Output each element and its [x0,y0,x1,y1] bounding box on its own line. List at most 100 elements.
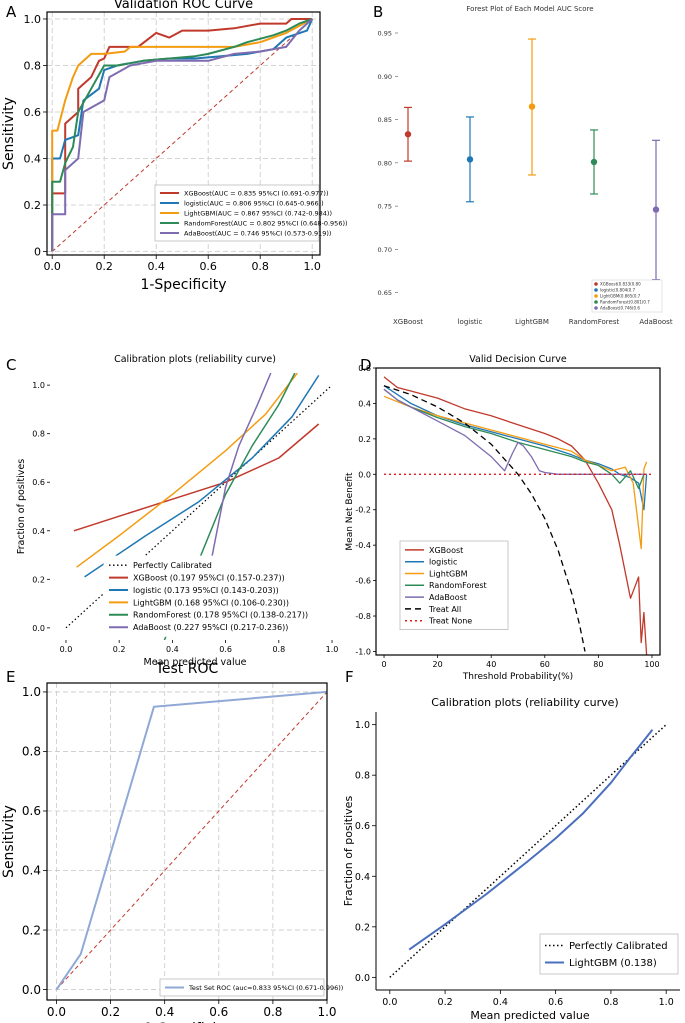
x-tick-label: 0.6 [209,1005,228,1019]
legend-label-logistic: logistic (0.173 95%CI (0.143-0.203)) [133,586,279,595]
y-tick-label: -0.6 [355,577,371,586]
y-tick-label: 0.2 [32,575,45,584]
series-line-randomforest [383,388,647,490]
y-tick-label: 0.6 [24,106,42,119]
point-estimate-randomforest [590,158,598,166]
y-tick-label: 0.75 [378,203,392,211]
x-tick-label: XGBoost [393,318,423,326]
legend-box [591,279,663,313]
x-tick-label: 0.2 [113,645,126,654]
y-axis-label: Sensitivity [1,805,17,878]
legend-label-logistic: logistic(0.804(0.7 [600,288,636,293]
series-line-treat-all [383,385,586,652]
panel-letter-e: E [6,668,15,686]
legend-label-logistic: logistic [429,558,457,567]
x-axis-label: Mean predicted value [144,657,247,668]
y-tick-label: 0.65 [378,289,392,297]
x-tick-label: 0.2 [95,260,113,273]
chart-title: Calibration plots (reliability curve) [114,354,276,365]
y-tick-label: 0.8 [32,430,45,439]
x-tick-label: 100 [644,660,659,669]
x-axis-label: 1-Specificity [144,1021,230,1023]
legend-label-adaboost: AdaBoost (0.227 95%CI (0.217-0.236)) [133,623,288,632]
legend-swatch-xgboost [594,282,598,286]
x-axis-label: 1-Specificity [140,277,226,293]
series-line-logistic [383,385,648,511]
y-tick-label: 0.4 [24,152,42,165]
panel-c-calibration-plot: Calibration plots (reliability curve) 0.0… [16,354,341,668]
series-line-adaboost [51,18,313,252]
x-tick-label: 0.8 [251,260,269,273]
legend-box [103,555,341,637]
x-tick-label: 0.4 [166,645,179,654]
y-tick-label: 0.6 [22,804,41,818]
y-tick-label: 0.85 [378,116,392,124]
y-tick-label: -0.4 [355,541,371,550]
panel-letter-f: F [345,668,354,686]
y-tick-label: 0.6 [358,364,371,373]
x-tick-label: 0.6 [548,997,563,1008]
y-tick-label: -0.8 [355,612,371,621]
series-line-lightgbm [408,729,654,951]
y-tick-label: -1.0 [355,647,371,656]
legend-label-randomforest: RandomForest (0.178 95%CI (0.138-0.217)) [133,611,308,620]
panel-f-calibration-lightgbm: Calibration plots (reliability curve) 0.0… [342,696,680,1022]
chart-title: Validation ROC Curve [114,0,253,12]
x-tick-label: 0.8 [263,1005,282,1019]
x-tick-label: 0.8 [603,997,618,1008]
y-tick-label: 0.4 [355,872,370,883]
legend-label-randomforest: RandomForest(0.801(0.7 [600,300,650,305]
x-tick-label: 60 [540,660,550,669]
x-axis-label: Mean predicted value [470,1009,589,1022]
panel-b-forest-plot: Forest Plot of Each Model AUC Score 0.65 0… [378,5,673,326]
y-tick-label: 0.8 [24,59,42,72]
chart-title: Test ROC [155,661,219,677]
y-tick-label: 0.2 [355,922,370,933]
x-tick-label: 80 [593,660,603,669]
y-tick-label: 0.6 [355,821,370,832]
chart-title: Forest Plot of Each Model AUC Score [466,5,593,13]
x-tick-label: logistic [458,318,483,326]
legend-label-randomforest: RandomForest(AUC = 0.802 95%CI (0.648-0.… [184,219,348,227]
point-estimate-logistic [466,156,474,163]
series-line-randomforest [51,18,313,252]
y-tick-label: 1.0 [355,720,370,731]
x-tick-label: 0.8 [272,645,285,654]
y-tick-label: 0.4 [32,527,45,536]
y-tick-label: -0.2 [355,506,371,515]
x-tick-label: 1.0 [317,1005,336,1019]
y-tick-label: 1.0 [32,381,45,390]
legend-label-adaboost: AdaBoost(0.746(0.6 [600,306,640,311]
legend-label-adaboost: AdaBoost [429,593,467,602]
legend-label-xgboost: XGBoost (0.197 95%CI (0.157-0.237)) [133,573,285,582]
y-tick-label: 0.0 [358,470,371,479]
y-tick-label: 0.8 [355,771,370,782]
legend-label-adaboost: AdaBoost(AUC = 0.746 95%CI (0.573-0.919)… [184,229,331,237]
panel-letters: A B C D E F [6,3,383,686]
x-tick-label: RandomForest [569,318,620,326]
x-tick-label: 0.0 [43,260,61,273]
point-estimate-adaboost [652,206,660,213]
legend-label-perfectly-calibrated: Perfectly Calibrated [569,941,668,952]
series-line-lightgbm [383,395,648,550]
legend-label-lightgbm: LightGBM [429,569,468,578]
y-tick-label: 0.95 [378,29,392,37]
y-tick-label: 0.8 [22,745,41,759]
plot-frame [46,682,328,1001]
legend-box [539,933,679,975]
point-estimate-lightgbm [528,103,536,110]
panel-letter-a: A [6,3,17,21]
y-tick-label: 0.80 [378,159,392,167]
panel-a-validation-roc: 0.0 0.2 0.4 0.6 0.8 1.0 0 0.2 0.4 0.6 0.8 1.0 Valida… [1,0,348,293]
y-tick-label: 0.0 [355,973,370,984]
x-tick-label: 20 [433,660,443,669]
legend-label-lightgbm: LightGBM (0.138) [569,958,657,969]
panel-e-test-roc: 0.0 0.2 0.4 0.6 0.8 1.0 0.0 0.2 0.4 0.6 0.8 1.0 Test… [1,661,343,1023]
x-tick-label: 1.0 [659,997,674,1008]
y-axis-label: Fraction of positives [342,796,355,907]
y-tick-label: 0.2 [24,199,42,212]
x-tick-label: 1.0 [326,645,339,654]
legend-label-xgboost: XGBoost [429,546,463,555]
